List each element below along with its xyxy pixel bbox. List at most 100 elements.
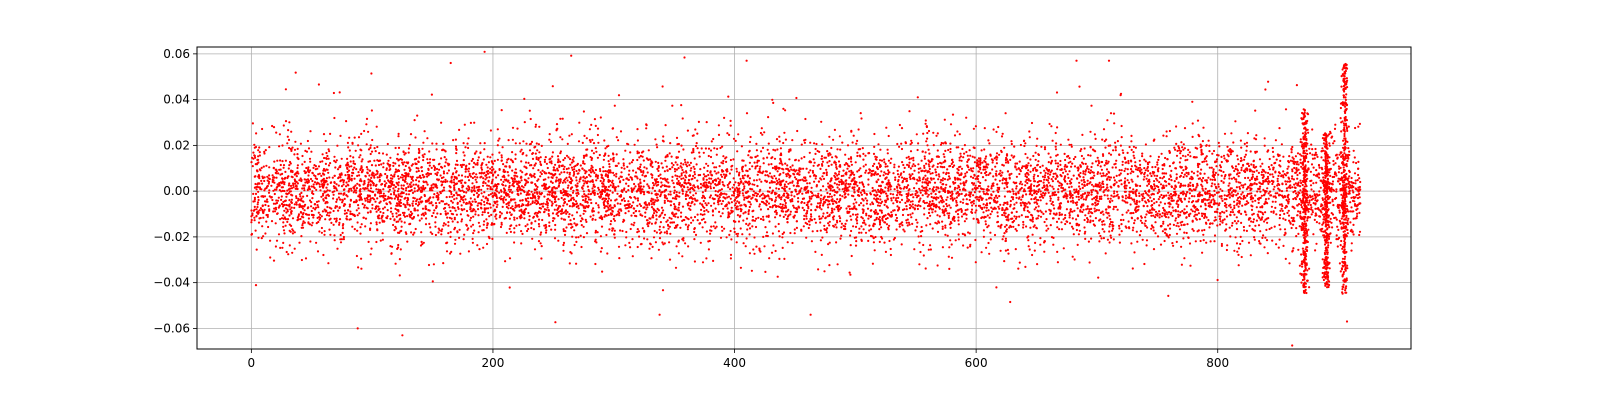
data-point: [469, 219, 472, 222]
data-point: [1058, 213, 1061, 217]
data-point: [669, 232, 672, 235]
data-point: [839, 206, 843, 209]
data-point: [508, 211, 511, 214]
data-point: [697, 120, 701, 123]
data-point: [808, 151, 811, 154]
data-point: [449, 209, 452, 213]
data-point: [534, 123, 538, 126]
data-point: [481, 229, 484, 232]
data-point: [632, 169, 635, 172]
data-point: [749, 203, 752, 206]
data-point: [671, 104, 674, 107]
data-point: [1172, 209, 1175, 212]
data-point: [454, 167, 457, 170]
data-point: [789, 213, 792, 216]
data-point: [366, 200, 370, 203]
data-point: [585, 220, 588, 223]
data-point: [280, 190, 283, 193]
data-point: [1190, 208, 1193, 211]
data-point: [311, 197, 314, 200]
data-point: [718, 165, 721, 168]
data-point: [1076, 214, 1079, 217]
data-point: [264, 232, 267, 235]
data-point: [873, 219, 876, 222]
data-point: [895, 219, 899, 222]
data-point: [878, 159, 882, 162]
data-point: [460, 165, 463, 169]
data-point: [303, 209, 306, 212]
data-point: [1089, 130, 1092, 133]
data-point: [817, 268, 820, 271]
data-point: [1280, 143, 1283, 146]
data-point: [303, 189, 306, 192]
data-point: [512, 185, 516, 188]
data-point: [587, 193, 590, 196]
data-point: [1124, 167, 1127, 170]
data-point: [1097, 200, 1100, 203]
data-point: [685, 171, 688, 174]
data-point: [862, 210, 865, 213]
data-point: [1233, 206, 1236, 210]
data-point: [483, 203, 486, 206]
data-point: [788, 187, 791, 190]
data-point: [609, 204, 612, 207]
data-point: [321, 160, 324, 163]
data-point: [639, 154, 643, 158]
data-point: [887, 189, 890, 192]
data-point: [369, 199, 372, 202]
data-point: [835, 226, 838, 229]
data-point: [795, 169, 798, 172]
data-point: [1074, 201, 1077, 205]
data-point: [850, 160, 853, 163]
data-point: [1023, 188, 1026, 191]
data-point: [290, 149, 293, 152]
data-point: [699, 173, 702, 177]
data-point: [766, 234, 769, 238]
data-point: [489, 156, 492, 159]
data-point: [408, 144, 411, 147]
data-point: [762, 218, 765, 222]
data-point: [403, 215, 407, 218]
data-point: [1043, 169, 1046, 172]
data-point: [600, 173, 603, 176]
data-point: [593, 118, 597, 121]
data-point: [860, 117, 863, 120]
data-point: [280, 195, 283, 198]
data-point: [772, 244, 775, 247]
data-point: [1103, 164, 1106, 167]
data-point: [463, 233, 466, 236]
data-point: [1338, 211, 1341, 214]
data-point: [1086, 205, 1089, 208]
data-point: [1322, 176, 1325, 179]
data-point: [694, 144, 698, 148]
data-point: [956, 213, 960, 216]
data-point: [1160, 152, 1163, 155]
data-point: [1036, 137, 1039, 140]
data-point: [395, 220, 398, 223]
data-point: [505, 205, 508, 209]
data-point: [1267, 80, 1270, 83]
data-point: [980, 149, 983, 152]
data-point: [1022, 223, 1025, 226]
data-point: [401, 161, 404, 164]
data-point: [1182, 143, 1185, 146]
data-point: [768, 186, 772, 189]
data-point: [924, 151, 927, 154]
data-point: [483, 50, 486, 53]
data-point: [1083, 226, 1086, 229]
data-point: [1130, 217, 1134, 220]
data-point: [1330, 221, 1333, 224]
data-point: [527, 200, 530, 203]
data-point: [1162, 206, 1165, 210]
data-point: [492, 185, 495, 188]
data-point: [849, 234, 852, 237]
data-point: [635, 209, 638, 213]
data-point: [1304, 164, 1307, 167]
data-point: [1071, 210, 1074, 213]
data-point: [887, 159, 891, 162]
data-point: [1167, 224, 1170, 227]
data-point: [474, 210, 477, 213]
data-point: [301, 163, 304, 166]
data-point: [1240, 197, 1243, 200]
data-point: [551, 181, 554, 184]
